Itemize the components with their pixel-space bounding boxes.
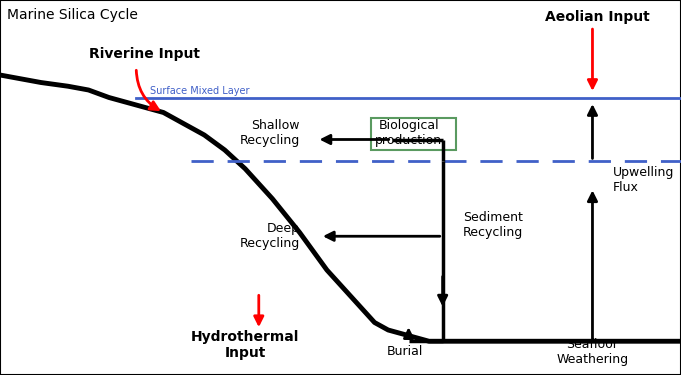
Text: Upwelling
Flux: Upwelling Flux [613,166,674,194]
Text: Deep
Recycling: Deep Recycling [240,222,300,250]
Text: Shallow
Recycling: Shallow Recycling [240,119,300,147]
Bar [371,118,456,150]
Text: Biological
production: Biological production [375,119,442,147]
Text: Burial: Burial [387,345,424,358]
Text: Seafloor
Weathering: Seafloor Weathering [556,338,629,366]
Text: Riverine Input: Riverine Input [89,47,200,62]
Text: Hydrothermal
Input: Hydrothermal Input [191,330,300,360]
Text: Marine Silica Cycle: Marine Silica Cycle [7,8,138,21]
Text: Sediment
Recycling: Sediment Recycling [463,211,523,239]
Text: Surface Mixed Layer: Surface Mixed Layer [150,86,249,96]
Text: Aeolian Input: Aeolian Input [545,10,650,24]
